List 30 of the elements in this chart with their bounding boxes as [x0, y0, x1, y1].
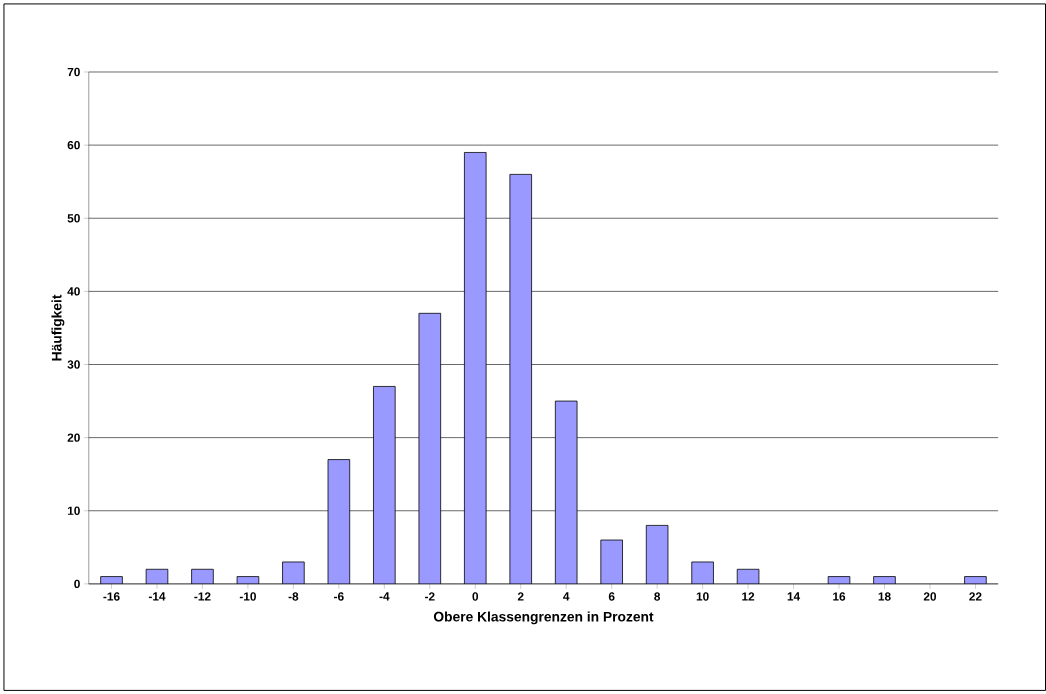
- x-tick-label: -6: [334, 592, 344, 601]
- x-tick-label: 10: [696, 592, 709, 601]
- x-tick-label: 20: [923, 592, 937, 601]
- x-tick-label: 16: [833, 592, 846, 601]
- y-axis-title: Häufigkeit: [51, 294, 65, 361]
- x-tick-label: 14: [787, 592, 801, 601]
- x-tick-label: 12: [742, 592, 755, 601]
- y-tick-label: 40: [67, 287, 80, 296]
- y-tick-label: 60: [67, 140, 80, 150]
- x-tick-label: -8: [288, 592, 299, 601]
- x-tick-label: -12: [194, 592, 211, 601]
- x-tick-label: 8: [654, 592, 661, 601]
- y-tick-label: 70: [67, 67, 80, 77]
- y-tick-label: 30: [67, 360, 80, 369]
- y-tick-label: 50: [67, 213, 80, 223]
- x-axis-title: Obere Klassengrenzen in Prozent: [433, 611, 654, 625]
- y-tick-label: 10: [67, 506, 80, 515]
- x-tick-label: 18: [878, 592, 891, 601]
- x-tick-label: -14: [148, 592, 166, 601]
- y-tick-label: 20: [67, 433, 80, 442]
- x-tick-label: 6: [608, 592, 615, 601]
- x-tick-label: 22: [969, 592, 982, 601]
- x-tick-label: 0: [472, 592, 479, 601]
- x-tick-label: -2: [425, 592, 435, 601]
- y-tick-label: 0: [74, 579, 80, 588]
- x-tick-label: -16: [103, 592, 120, 601]
- x-tick-label: 2: [517, 592, 524, 601]
- x-tick-label: 4: [563, 592, 570, 601]
- x-tick-label: -4: [379, 592, 390, 601]
- x-tick-label: -10: [239, 592, 256, 601]
